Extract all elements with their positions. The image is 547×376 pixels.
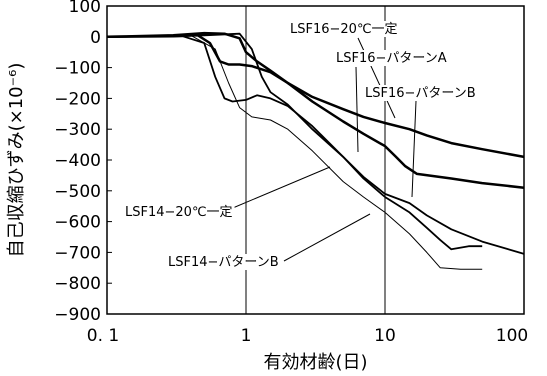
- series-label-bg: [123, 204, 235, 220]
- leader-line-3: [411, 100, 417, 198]
- series-line-5: [106, 34, 483, 270]
- y-tick-label: −900: [54, 305, 101, 325]
- series-label-bg: [288, 21, 400, 37]
- series-label-bg: [363, 85, 478, 101]
- x-tick-label: 10: [374, 326, 396, 346]
- leader-line-2: [355, 66, 359, 153]
- series-label-bg: [166, 254, 281, 270]
- y-tick-label: −300: [54, 120, 101, 140]
- series-label-2: LSF16−パターンA: [336, 51, 447, 66]
- x-tick-label: 0. 1: [87, 326, 119, 346]
- y-axis-label: 自己収縮ひずみ(×10⁻⁶): [6, 63, 27, 258]
- y-tick-label: 100: [69, 0, 101, 17]
- y-tick-label: −800: [54, 274, 101, 294]
- y-tick-label: −400: [54, 151, 101, 171]
- y-tick-label: 0: [90, 28, 101, 48]
- series-label-4: LSF14−20℃一定: [125, 205, 233, 220]
- leader-line-4: [227, 166, 331, 211]
- y-tick-label: −100: [54, 59, 101, 79]
- annotation-labels: LSF16−20℃一定 LSF16−パターンA LSF16−パターンB LSF14−2…: [123, 21, 478, 270]
- x-axis-label: 有効材齢(日): [263, 352, 367, 373]
- series-line-1: [106, 31, 525, 159]
- x-tick-label: 1: [241, 326, 252, 346]
- series-label-1: LSF16−20℃一定: [290, 22, 398, 37]
- y-tick-label: −200: [54, 89, 101, 109]
- series-line-3: [106, 35, 525, 255]
- series-line-2: [106, 34, 525, 189]
- series-label-5: LSF14−パターンB: [168, 255, 279, 270]
- series-line-4: [106, 32, 483, 251]
- series-label-3: LSF16−パターンB: [365, 86, 476, 101]
- series-lines: [106, 31, 525, 270]
- series-label-bg: [334, 50, 449, 66]
- x-tick-labels: 0. 1 1 10 100: [87, 326, 528, 346]
- plot-frame: [106, 5, 525, 315]
- y-tick-label: −700: [54, 243, 101, 263]
- y-tick-labels: 100 0 −100 −200 −300 −400 −500 −600 −700 −800 −900: [54, 0, 101, 325]
- x-tick-label: 100: [496, 326, 528, 346]
- y-tick-label: −600: [54, 213, 101, 233]
- y-tick-label: −500: [54, 182, 101, 202]
- leader-line-5: [283, 213, 371, 262]
